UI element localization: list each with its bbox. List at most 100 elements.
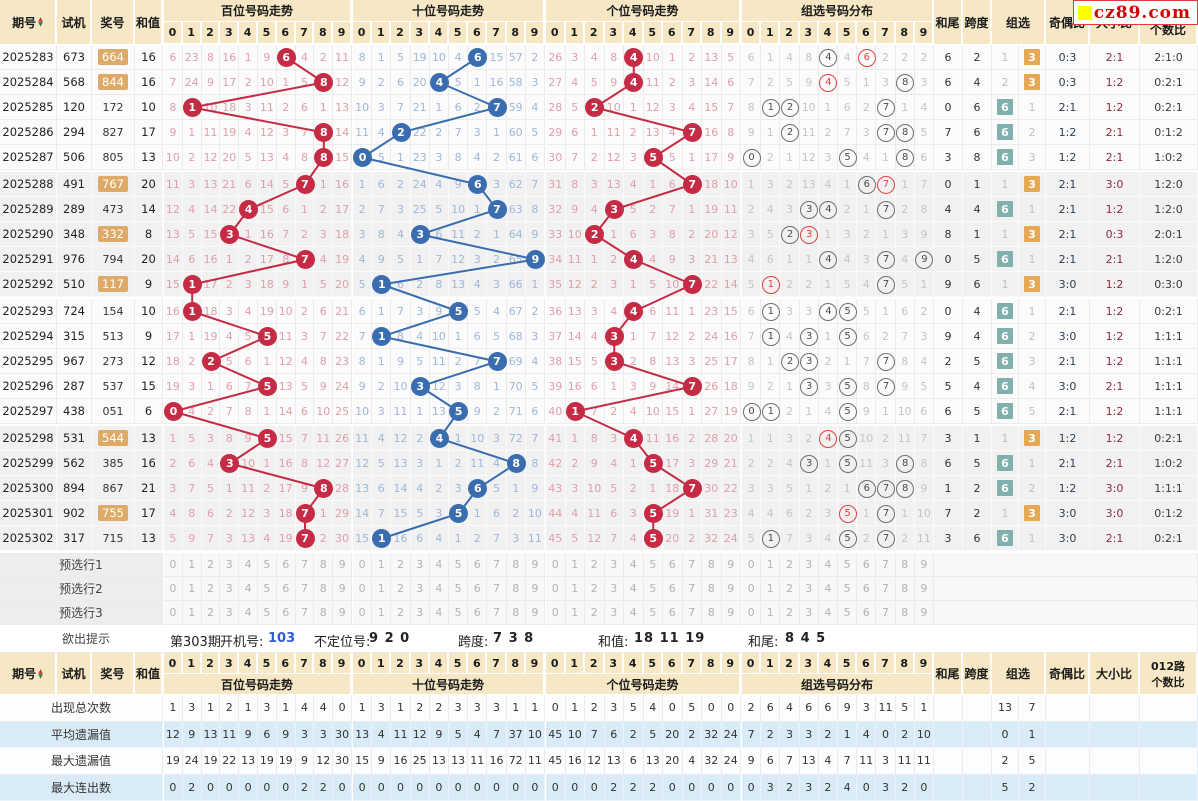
preselect-digit-cell[interactable]: 8 — [895, 577, 915, 601]
preselect-digit-cell[interactable]: 5 — [258, 601, 277, 625]
preselect-digit-cell[interactable]: 8 — [506, 553, 526, 577]
column-header-period[interactable]: 期号 ▲ ▼ — [0, 653, 57, 695]
preselect-digit-cell[interactable]: 2 — [391, 601, 411, 625]
preselect-digit-cell[interactable]: 7 — [682, 601, 702, 625]
preselect-digit-cell[interactable]: 7 — [487, 577, 507, 601]
preselect-digit-cell[interactable]: 3 — [410, 577, 430, 601]
preselect-digit-cell[interactable]: 5 — [449, 577, 469, 601]
preselect-digit-cell[interactable]: 7 — [876, 553, 896, 577]
preselect-digit-cell[interactable]: 1 — [565, 601, 585, 625]
preselect-digit-cell[interactable]: 8 — [314, 601, 334, 625]
preselect-digit-cell[interactable]: 7 — [295, 601, 315, 625]
preselect-digit-cell[interactable]: 2 — [780, 553, 800, 577]
cz89-logo[interactable]: cz89.com — [1072, 0, 1198, 25]
preselect-digit-cell[interactable]: 6 — [276, 577, 296, 601]
preselect-digit-cell[interactable]: 3 — [410, 553, 430, 577]
preselect-digit-cell[interactable]: 4 — [429, 577, 449, 601]
preselect-digit-cell[interactable]: 8 — [895, 553, 915, 577]
preselect-digit-cell[interactable]: 7 — [876, 601, 896, 625]
preselect-digit-cell[interactable]: 1 — [761, 577, 781, 601]
preselect-digit-cell[interactable]: 5 — [258, 577, 277, 601]
preselect-digit-cell[interactable]: 2 — [780, 577, 800, 601]
preselect-digit-cell[interactable]: 2 — [585, 601, 605, 625]
preselect-digit-cell[interactable]: 4 — [239, 577, 258, 601]
preselect-digit-cell[interactable]: 0 — [546, 553, 566, 577]
preselect-digit-cell[interactable]: 7 — [682, 553, 702, 577]
preselect-digit-cell[interactable]: 0 — [546, 601, 566, 625]
preselect-digit-cell[interactable]: 9 — [525, 553, 545, 577]
column-header-period[interactable]: 期号 ▲ ▼ — [0, 0, 57, 45]
preselect-digit-cell[interactable]: 8 — [702, 601, 722, 625]
preselect-digit-cell[interactable]: 1 — [372, 553, 392, 577]
preselect-digit-cell[interactable]: 1 — [372, 577, 392, 601]
preselect-digit-cell[interactable]: 6 — [468, 553, 488, 577]
preselect-digit-cell[interactable]: 2 — [201, 553, 221, 577]
preselect-digit-cell[interactable]: 3 — [410, 601, 430, 625]
preselect-digit-cell[interactable]: 9 — [333, 553, 352, 577]
preselect-digit-cell[interactable]: 4 — [818, 577, 838, 601]
preselect-digit-cell[interactable]: 1 — [182, 553, 202, 577]
preselect-digit-cell[interactable]: 6 — [857, 601, 877, 625]
preselect-digit-cell[interactable]: 4 — [624, 553, 644, 577]
preselect-digit-cell[interactable]: 3 — [799, 553, 819, 577]
preselect-digit-cell[interactable]: 2 — [585, 577, 605, 601]
preselect-digit-cell[interactable]: 4 — [624, 577, 644, 601]
preselect-digit-cell[interactable]: 5 — [258, 553, 277, 577]
preselect-digit-cell[interactable]: 3 — [604, 577, 624, 601]
preselect-digit-cell[interactable]: 0 — [353, 553, 373, 577]
preselect-digit-cell[interactable]: 9 — [721, 601, 741, 625]
preselect-digit-cell[interactable]: 7 — [487, 601, 507, 625]
preselect-digit-cell[interactable]: 6 — [663, 601, 683, 625]
preselect-digit-cell[interactable]: 5 — [643, 553, 663, 577]
preselect-digit-cell[interactable]: 1 — [372, 601, 392, 625]
preselect-digit-cell[interactable]: 7 — [682, 577, 702, 601]
preselect-digit-cell[interactable]: 5 — [643, 601, 663, 625]
preselect-digit-cell[interactable]: 0 — [164, 577, 183, 601]
preselect-digit-cell[interactable]: 9 — [333, 577, 352, 601]
preselect-digit-cell[interactable]: 1 — [182, 601, 202, 625]
preselect-digit-cell[interactable]: 9 — [525, 601, 545, 625]
preselect-digit-cell[interactable]: 7 — [487, 553, 507, 577]
preselect-digit-cell[interactable]: 5 — [449, 553, 469, 577]
preselect-digit-cell[interactable]: 3 — [220, 553, 240, 577]
preselect-digit-cell[interactable]: 2 — [780, 601, 800, 625]
preselect-digit-cell[interactable]: 6 — [857, 553, 877, 577]
preselect-digit-cell[interactable]: 5 — [838, 577, 858, 601]
preselect-digit-cell[interactable]: 8 — [314, 553, 334, 577]
preselect-digit-cell[interactable]: 9 — [721, 553, 741, 577]
preselect-digit-cell[interactable]: 2 — [391, 553, 411, 577]
preselect-digit-cell[interactable]: 4 — [624, 601, 644, 625]
preselect-digit-cell[interactable]: 3 — [799, 577, 819, 601]
preselect-digit-cell[interactable]: 6 — [276, 553, 296, 577]
preselect-digit-cell[interactable]: 1 — [565, 577, 585, 601]
preselect-digit-cell[interactable]: 3 — [220, 601, 240, 625]
preselect-digit-cell[interactable]: 8 — [895, 601, 915, 625]
preselect-digit-cell[interactable]: 6 — [468, 601, 488, 625]
preselect-digit-cell[interactable]: 2 — [201, 601, 221, 625]
preselect-digit-cell[interactable]: 6 — [276, 601, 296, 625]
preselect-digit-cell[interactable]: 0 — [353, 577, 373, 601]
preselect-digit-cell[interactable]: 6 — [857, 577, 877, 601]
preselect-digit-cell[interactable]: 2 — [201, 577, 221, 601]
preselect-digit-cell[interactable]: 0 — [742, 553, 762, 577]
preselect-digit-cell[interactable]: 5 — [449, 601, 469, 625]
preselect-digit-cell[interactable]: 3 — [604, 601, 624, 625]
preselect-digit-cell[interactable]: 0 — [164, 553, 183, 577]
preselect-digit-cell[interactable]: 2 — [585, 553, 605, 577]
preselect-digit-cell[interactable]: 5 — [838, 601, 858, 625]
preselect-digit-cell[interactable]: 9 — [914, 553, 934, 577]
preselect-digit-cell[interactable]: 4 — [818, 553, 838, 577]
preselect-digit-cell[interactable]: 4 — [429, 553, 449, 577]
preselect-digit-cell[interactable]: 6 — [468, 577, 488, 601]
preselect-digit-cell[interactable]: 1 — [761, 553, 781, 577]
preselect-digit-cell[interactable]: 0 — [742, 601, 762, 625]
preselect-digit-cell[interactable]: 8 — [506, 601, 526, 625]
preselect-digit-cell[interactable]: 5 — [838, 553, 858, 577]
preselect-digit-cell[interactable]: 7 — [295, 577, 315, 601]
preselect-digit-cell[interactable]: 3 — [799, 601, 819, 625]
preselect-digit-cell[interactable]: 4 — [429, 601, 449, 625]
preselect-digit-cell[interactable]: 9 — [333, 601, 352, 625]
preselect-digit-cell[interactable]: 1 — [761, 601, 781, 625]
preselect-digit-cell[interactable]: 9 — [914, 601, 934, 625]
preselect-digit-cell[interactable]: 8 — [702, 577, 722, 601]
